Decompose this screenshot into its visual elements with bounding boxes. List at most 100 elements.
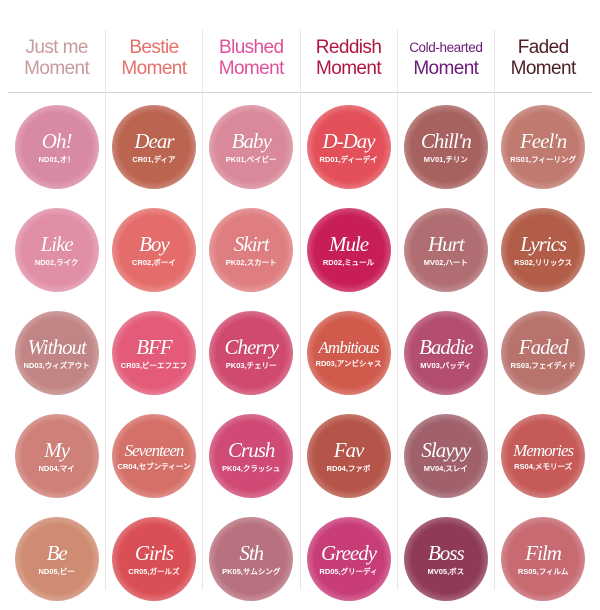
swatch-name: Film xyxy=(525,540,562,565)
column-title-line1: Blushed xyxy=(219,37,284,58)
swatch-name: Girls xyxy=(134,540,174,565)
column-title-line1: Cold-hearted xyxy=(409,39,483,55)
swatch-code: CR03,ビーエフエフ xyxy=(120,360,188,370)
swatch-name: Cherry xyxy=(224,334,278,359)
column-divider xyxy=(494,30,495,590)
swatch-name: Chill'n xyxy=(420,128,472,153)
swatch-name: My xyxy=(44,437,70,462)
column-header: Bestie Moment xyxy=(105,0,202,92)
color-swatch: Oh! ND01,オ！ xyxy=(14,105,99,189)
color-swatch: Boy CR02,ボーイ xyxy=(111,208,196,292)
swatch-column: Baby PK01,ベイビー Skirt PK02,スカート Cherry PK03,チェ… xyxy=(203,95,300,610)
color-swatch: Skirt PK02,スカート xyxy=(209,208,294,292)
swatch-column: Chill'n MV01,チリン Hurt MV02,ハート Baddie MV03,バッ… xyxy=(397,95,494,610)
swatch-column: Oh! ND01,オ！ Like ND02,ライク Without ND03,ウィズアウト… xyxy=(8,95,105,610)
color-swatch: Baby PK01,ベイビー xyxy=(209,105,294,189)
column-title-line2: Moment xyxy=(316,58,382,79)
swatch-code: PK02,スカート xyxy=(225,257,277,267)
column-title-line2: Moment xyxy=(24,58,90,79)
swatch-code: RS04,メモリーズ xyxy=(514,461,573,471)
column-title-line2: Moment xyxy=(218,58,285,79)
swatch-code: PK01,ベイビー xyxy=(225,154,277,164)
column-header: Faded Moment xyxy=(494,0,591,92)
column-title-line1: Faded xyxy=(517,37,569,58)
color-swatch: My ND04,マイ xyxy=(14,414,99,498)
column-header: Reddish Moment xyxy=(300,0,397,92)
swatch-column: Feel'n RS01,フィーリング Lyrics RS02,リリックス Faded RS… xyxy=(494,95,591,610)
color-swatch: Cherry PK03,チェリー xyxy=(209,311,294,395)
swatch-name: Slayyy xyxy=(421,437,471,462)
swatch-name: Be xyxy=(46,540,68,565)
swatch-code: ND01,オ！ xyxy=(38,154,75,164)
swatch-name: Feel'n xyxy=(519,128,567,153)
column-header: Blushed Moment xyxy=(203,0,300,92)
swatch-code: MV02,ハート xyxy=(423,257,468,267)
header-row: Just me Moment Bestie Moment Blushed Moment Re… xyxy=(8,0,592,93)
swatch-code: CR04,セブンティーン xyxy=(117,461,191,471)
swatch-code: PK03,チェリー xyxy=(225,360,277,370)
swatch-code: MV04,スレイ xyxy=(423,463,468,473)
column-divider xyxy=(397,30,398,590)
color-swatch: Greedy RD05,グリーディ xyxy=(306,517,391,601)
color-swatch: Memories RS04,メモリーズ xyxy=(501,414,586,498)
swatch-code: CR05,ガールズ xyxy=(128,566,180,576)
swatch-name: Without xyxy=(27,334,86,359)
swatch-code: CR02,ボーイ xyxy=(132,257,176,267)
swatch-code: RD03,アンビシャス xyxy=(315,358,382,368)
column-divider xyxy=(300,30,301,590)
column-title-line1: Reddish xyxy=(315,37,382,58)
column-header: Just me Moment xyxy=(8,0,105,92)
swatch-name: Lyrics xyxy=(520,231,567,256)
color-swatch: Ambitious RD03,アンビシャス xyxy=(306,311,391,395)
swatch-name: Like xyxy=(40,231,74,256)
swatch-name: Sth xyxy=(239,540,264,565)
color-swatch: Chill'n MV01,チリン xyxy=(403,105,488,189)
column-title-line2: Moment xyxy=(413,58,479,79)
swatch-code: MV05,ボス xyxy=(427,566,465,576)
swatch-name: Skirt xyxy=(233,231,270,256)
swatch-name: Greedy xyxy=(321,540,377,565)
column-title-line2: Moment xyxy=(121,58,187,79)
color-swatch: Faded RS03,フェイディド xyxy=(501,311,586,395)
color-swatch: Like ND02,ライク xyxy=(14,208,99,292)
swatch-name: Crush xyxy=(228,437,275,462)
swatch-code: RS01,フィーリング xyxy=(510,154,576,164)
swatch-name: Dear xyxy=(134,128,174,153)
swatch-code: ND03,ウィズアウト xyxy=(23,360,90,370)
swatch-name: Ambitious xyxy=(318,337,380,357)
swatch-grid: Oh! ND01,オ！ Like ND02,ライク Without ND03,ウィズアウト… xyxy=(8,95,592,610)
swatch-name: Seventeen xyxy=(124,440,184,460)
color-swatch: Girls CR05,ガールズ xyxy=(111,517,196,601)
swatch-name: Faded xyxy=(518,334,569,359)
color-swatch: Crush PK04,クラッシュ xyxy=(209,414,294,498)
swatch-column: Dear CR01,ディア Boy CR02,ボーイ BFF CR03,ビーエフエフ Sev… xyxy=(105,95,202,610)
swatch-code: ND02,ライク xyxy=(34,257,79,267)
swatch-code: PK05,サムシング xyxy=(222,566,281,576)
swatch-name: Boss xyxy=(427,540,465,565)
swatch-code: ND05,ビー xyxy=(38,566,75,576)
swatch-name: Hurt xyxy=(427,231,465,256)
swatch-name: D-Day xyxy=(322,128,375,153)
swatch-code: RS05,フィルム xyxy=(517,566,569,576)
swatch-code: CR01,ディア xyxy=(132,154,176,164)
swatch-column: D-Day RD01,ディーデイ Mule RD02,ミュール Ambitious RD0… xyxy=(300,95,397,610)
color-swatch: Hurt MV02,ハート xyxy=(403,208,488,292)
swatch-name: Fav xyxy=(333,437,365,462)
swatch-name: Baddie xyxy=(419,334,473,359)
color-swatch: BFF CR03,ビーエフエフ xyxy=(111,311,196,395)
color-swatch: Sth PK05,サムシング xyxy=(209,517,294,601)
color-swatch: Boss MV05,ボス xyxy=(403,517,488,601)
swatch-name: Memories xyxy=(513,440,574,460)
swatch-name: Oh! xyxy=(41,128,73,153)
column-title-line2: Moment xyxy=(510,58,577,79)
column-divider xyxy=(202,30,203,590)
swatch-code: PK04,クラッシュ xyxy=(222,463,281,473)
color-swatch: Film RS05,フィルム xyxy=(501,517,586,601)
swatch-code: MV03,バッディ xyxy=(420,360,472,370)
swatch-code: MV01,チリン xyxy=(423,154,468,164)
color-swatch: Slayyy MV04,スレイ xyxy=(403,414,488,498)
color-swatch: Baddie MV03,バッディ xyxy=(403,311,488,395)
column-title-line1: Bestie xyxy=(129,37,179,58)
color-swatch: Without ND03,ウィズアウト xyxy=(14,311,99,395)
swatch-name: Baby xyxy=(231,128,272,153)
